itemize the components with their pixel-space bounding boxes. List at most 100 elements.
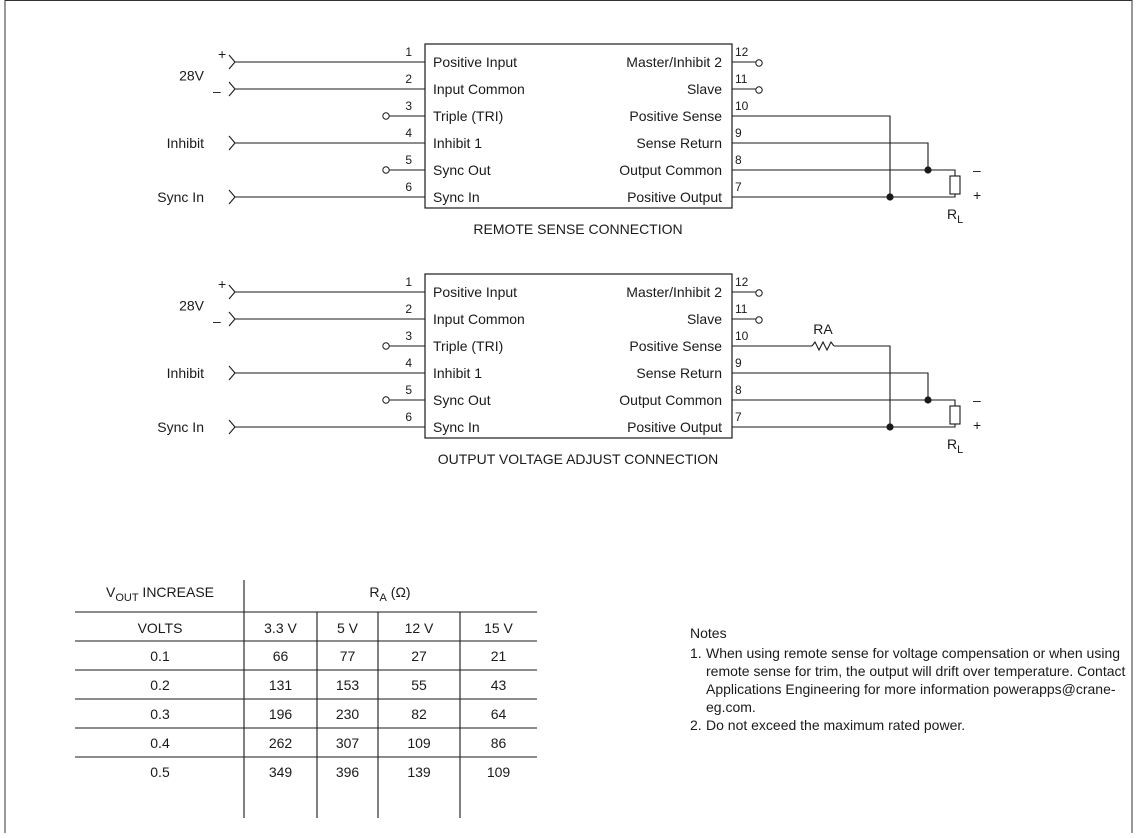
note-item: 2. Do not exceed the maximum rated power… xyxy=(690,716,1130,734)
input-chevron xyxy=(228,81,236,97)
left-pin-number: 6 xyxy=(405,180,412,194)
right-pin-label: Output Common xyxy=(619,162,722,178)
diagram-caption: REMOTE SENSE CONNECTION xyxy=(473,221,682,237)
table-cell-value: 262 xyxy=(269,735,293,751)
input-voltage-label: 28V xyxy=(179,68,205,84)
right-pin-number: 9 xyxy=(735,126,742,140)
right-pin-label: Positive Sense xyxy=(629,108,722,124)
left-pin-label: Inhibit 1 xyxy=(433,365,482,381)
table-cell-value: 109 xyxy=(407,735,431,751)
open-terminal xyxy=(755,289,763,297)
right-pin-label: Master/Inhibit 2 xyxy=(626,54,722,70)
table-column-header: 15 V xyxy=(484,620,513,636)
minus-sign: – xyxy=(213,313,221,329)
table-cell-value: 396 xyxy=(336,764,360,780)
plus-sign: + xyxy=(218,46,226,62)
right-pin-number: 12 xyxy=(735,275,749,289)
left-pin-number: 3 xyxy=(405,99,412,113)
left-pin-label: Positive Input xyxy=(433,54,517,70)
right-pin-label: Slave xyxy=(687,311,722,327)
open-terminal xyxy=(382,342,390,350)
input-chevron xyxy=(228,135,236,151)
resistor-ra-label: RA xyxy=(813,321,833,337)
left-pin-label: Sync Out xyxy=(433,162,491,178)
table-cell-value: 64 xyxy=(491,706,507,722)
note-text: Do not exceed the maximum rated power. xyxy=(706,717,966,733)
page-frame xyxy=(4,0,1133,833)
ra-table: VOUT INCREASE RA (Ω) VOLTS 3.3 V 5 V 12 V 15 V… xyxy=(75,580,537,818)
right-pin-label: Sense Return xyxy=(636,135,722,151)
note-text: When using remote sense for voltage comp… xyxy=(706,645,1126,715)
table-cell-volts: 0.1 xyxy=(150,648,170,664)
left-pin-number: 3 xyxy=(405,329,412,343)
left-pin-label: Triple (TRI) xyxy=(433,108,503,124)
load-label: RL xyxy=(947,206,963,226)
notes-title: Notes xyxy=(690,625,727,641)
notes: Notes 1. When using remote sense for vol… xyxy=(690,624,1130,734)
right-pin-label: Sense Return xyxy=(636,365,722,381)
open-terminal xyxy=(382,396,390,404)
input-voltage-label: 28V xyxy=(179,298,205,314)
table-cell-value: 131 xyxy=(269,677,293,693)
junction-dot xyxy=(886,193,894,201)
load-resistor xyxy=(949,405,961,425)
right-pin-label: Positive Output xyxy=(627,419,722,435)
open-terminal xyxy=(382,112,390,120)
table-cell-value: 349 xyxy=(269,764,293,780)
table-cell-value: 77 xyxy=(340,648,356,664)
open-terminal xyxy=(755,59,763,67)
table-header-vout: VOUT INCREASE xyxy=(106,584,214,604)
right-pin-number: 11 xyxy=(735,72,748,86)
input-chevron xyxy=(228,54,236,70)
table-cell-value: 82 xyxy=(411,706,427,722)
junction-dot xyxy=(924,396,932,404)
sync-in-label: Sync In xyxy=(157,419,204,435)
inhibit-label: Inhibit xyxy=(167,365,204,381)
table-cell-value: 27 xyxy=(411,648,427,664)
note-item: 1. When using remote sense for voltage c… xyxy=(690,644,1130,716)
input-chevron xyxy=(228,189,236,205)
left-pin-number: 6 xyxy=(405,410,412,424)
sync-in-label: Sync In xyxy=(157,189,204,205)
converter-box xyxy=(424,273,733,439)
right-pin-label: Positive Output xyxy=(627,189,722,205)
table-cell-value: 43 xyxy=(491,677,507,693)
right-pin-number: 7 xyxy=(735,180,742,194)
left-pin-label: Sync In xyxy=(433,189,480,205)
sense-wire xyxy=(732,115,891,197)
inhibit-label: Inhibit xyxy=(167,135,204,151)
right-pin-number: 10 xyxy=(735,99,749,113)
sense-return-wire xyxy=(732,142,929,170)
left-pin-number: 5 xyxy=(405,383,412,397)
right-pin-number: 8 xyxy=(735,383,742,397)
left-pin-label: Positive Input xyxy=(433,284,517,300)
open-terminal xyxy=(755,86,763,94)
note-number: 1. xyxy=(690,645,702,661)
right-pin-number: 11 xyxy=(735,302,748,316)
right-pin-label: Output Common xyxy=(619,392,722,408)
table-cell-volts: 0.4 xyxy=(150,735,170,751)
table-cell-value: 139 xyxy=(407,764,431,780)
table-column-header: 5 V xyxy=(337,620,359,636)
right-pin-number: 10 xyxy=(735,329,749,343)
converter-box xyxy=(424,43,733,209)
left-pin-label: Inhibit 1 xyxy=(433,135,482,151)
table-cell-value: 307 xyxy=(336,735,360,751)
input-chevron xyxy=(228,419,236,435)
positive-output-wire xyxy=(732,421,956,428)
left-pin-number: 4 xyxy=(405,356,412,370)
left-pin-number: 2 xyxy=(405,302,412,316)
load-minus-sign: – xyxy=(973,392,981,408)
left-pin-label: Sync Out xyxy=(433,392,491,408)
left-pin-number: 4 xyxy=(405,126,412,140)
left-pin-label: Input Common xyxy=(433,311,525,327)
load-plus-sign: + xyxy=(973,187,981,203)
input-chevron xyxy=(228,284,236,300)
junction-dot xyxy=(924,166,932,174)
load-resistor xyxy=(949,175,961,195)
left-pin-number: 1 xyxy=(405,275,412,289)
plus-sign: + xyxy=(218,276,226,292)
table-cell-value: 153 xyxy=(336,677,360,693)
